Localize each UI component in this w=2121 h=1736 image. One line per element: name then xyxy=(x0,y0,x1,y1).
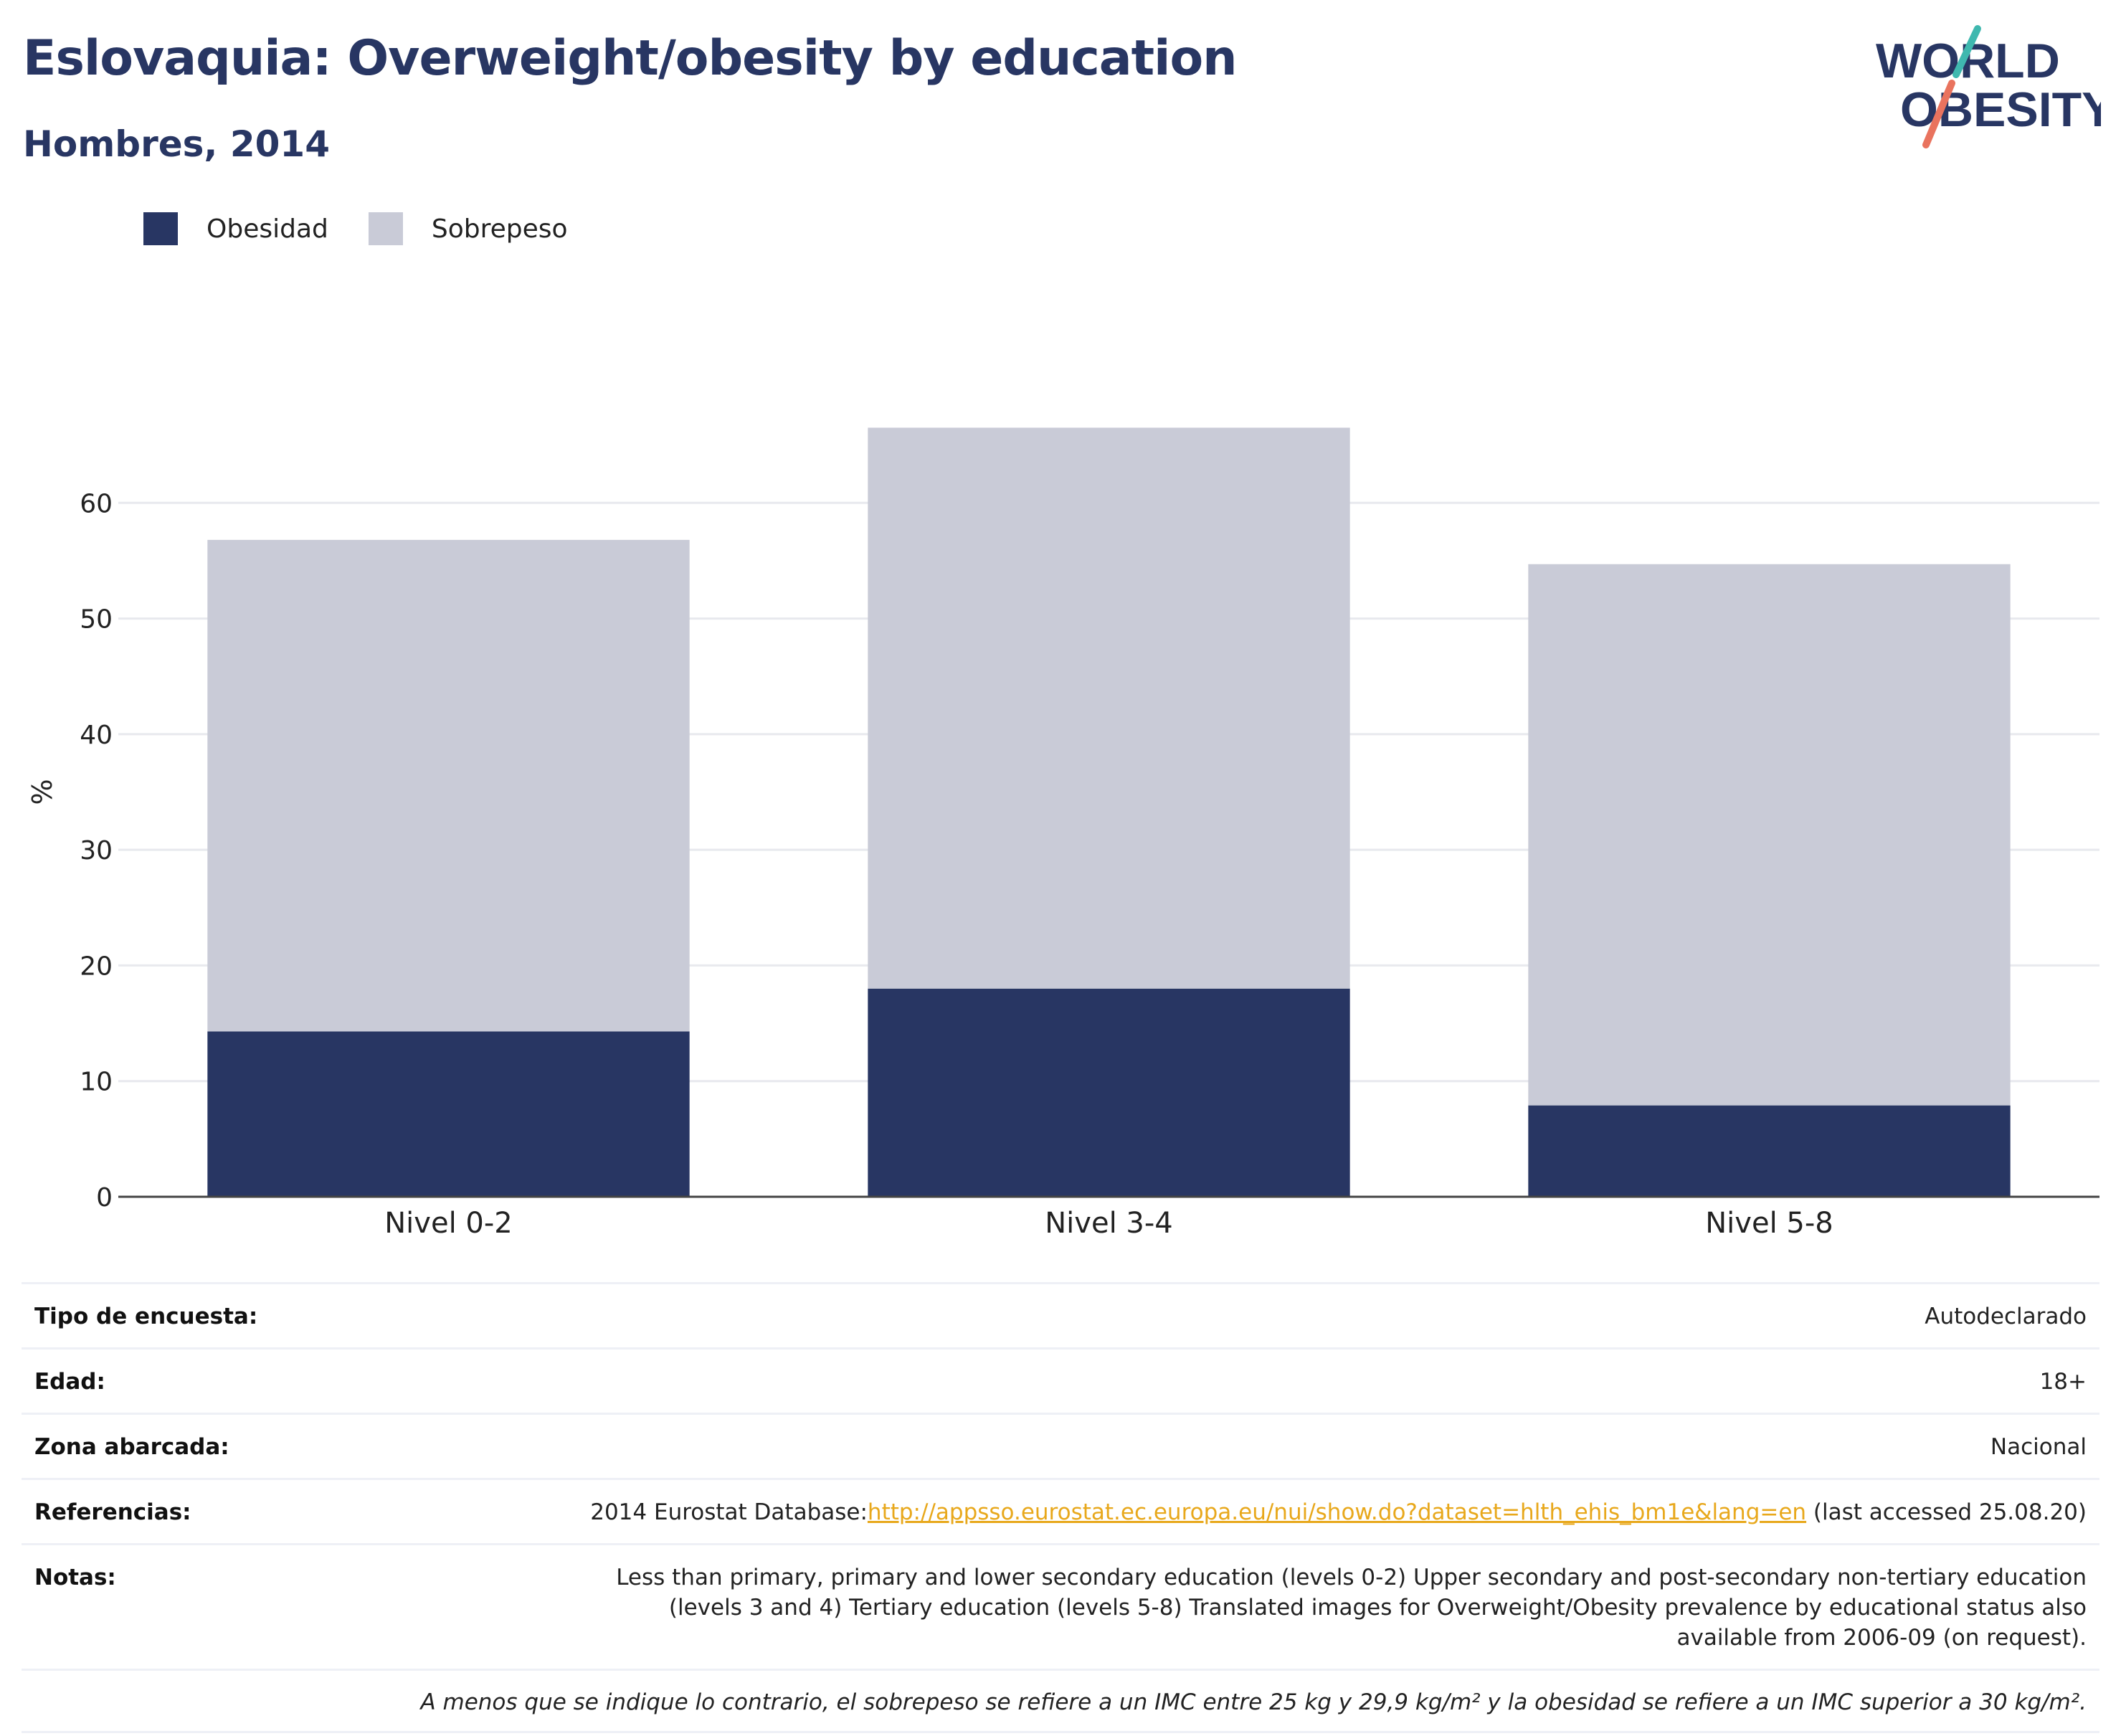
y-tick-label: 20 xyxy=(80,952,113,981)
references-link[interactable]: http://appsso.eurostat.ec.europa.eu/nui/… xyxy=(867,1499,1807,1525)
legend-item-obesidad[interactable]: Obesidad xyxy=(143,212,328,245)
legend-item-sobrepeso[interactable]: Sobrepeso xyxy=(368,212,568,245)
age-value: 18+ xyxy=(2039,1369,2087,1395)
survey-type-label: Tipo de encuesta: xyxy=(34,1304,258,1329)
legend: Obesidad Sobrepeso xyxy=(143,212,608,245)
references-suffix: (last accessed 25.08.20) xyxy=(1806,1499,2087,1525)
info-row-area: Zona abarcada: Nacional xyxy=(22,1413,2099,1478)
bar-obesidad-0 xyxy=(207,1031,690,1197)
logo-slash-coral xyxy=(1922,80,1955,148)
y-tick-label: 50 xyxy=(80,605,113,635)
bar-chart: 0 10 20 30 40 50 60% Nivel 0-2 Nivel 3-4 Nivel 5-… xyxy=(27,427,2099,1233)
chart-title: Eslovaquia: Overweight/obesity by educat… xyxy=(23,30,1238,87)
age-label: Edad: xyxy=(34,1369,105,1395)
notes-label: Notas: xyxy=(34,1565,116,1590)
area-label: Zona abarcada: xyxy=(34,1434,229,1460)
info-row-references: Referencias: 2014 Eurostat Database:http… xyxy=(22,1478,2099,1543)
y-axis-label: % xyxy=(27,779,58,805)
footnote: A menos que se indique lo contrario, el … xyxy=(22,1669,2099,1733)
bar-sobrepeso-1 xyxy=(868,427,1350,989)
notes-value: Less than primary, primary and lower sec… xyxy=(616,1565,2087,1651)
y-tick-label: 10 xyxy=(80,1068,113,1097)
references-prefix: 2014 Eurostat Database: xyxy=(590,1499,868,1525)
y-tick-label: 60 xyxy=(80,489,113,518)
logo-slash-teal xyxy=(1952,25,1981,78)
legend-label-obesidad: Obesidad xyxy=(207,214,328,244)
world-obesity-logo: WORLD OBESITY xyxy=(1876,25,2101,148)
x-tick-label: Nivel 0-2 xyxy=(384,1207,512,1233)
bar-obesidad-2 xyxy=(1528,1105,2011,1197)
survey-type-value: Autodeclarado xyxy=(1925,1304,2087,1329)
info-row-notes: Notas: Less than primary, primary and lo… xyxy=(22,1543,2099,1669)
legend-swatch-obesidad xyxy=(143,212,178,245)
area-value: Nacional xyxy=(1990,1434,2087,1460)
y-tick-label: 40 xyxy=(80,721,113,750)
info-row-age: Edad: 18+ xyxy=(22,1347,2099,1413)
y-tick-label: 30 xyxy=(80,836,113,865)
legend-swatch-sobrepeso xyxy=(368,212,403,245)
y-tick-label: 0 xyxy=(96,1183,113,1213)
bar-sobrepeso-2 xyxy=(1528,564,2011,1106)
info-table: Tipo de encuesta: Autodeclarado Edad: 18… xyxy=(22,1282,2099,1733)
x-tick-label: Nivel 3-4 xyxy=(1045,1207,1172,1233)
legend-label-sobrepeso: Sobrepeso xyxy=(431,214,568,244)
bar-obesidad-1 xyxy=(868,988,1350,1197)
references-label: Referencias: xyxy=(34,1499,191,1525)
info-row-survey-type: Tipo de encuesta: Autodeclarado xyxy=(22,1282,2099,1347)
references-value: 2014 Eurostat Database:http://appsso.eur… xyxy=(590,1497,2087,1527)
chart-subtitle: Hombres, 2014 xyxy=(23,123,330,165)
bar-sobrepeso-0 xyxy=(207,539,690,1032)
x-tick-label: Nivel 5-8 xyxy=(1705,1207,1833,1233)
